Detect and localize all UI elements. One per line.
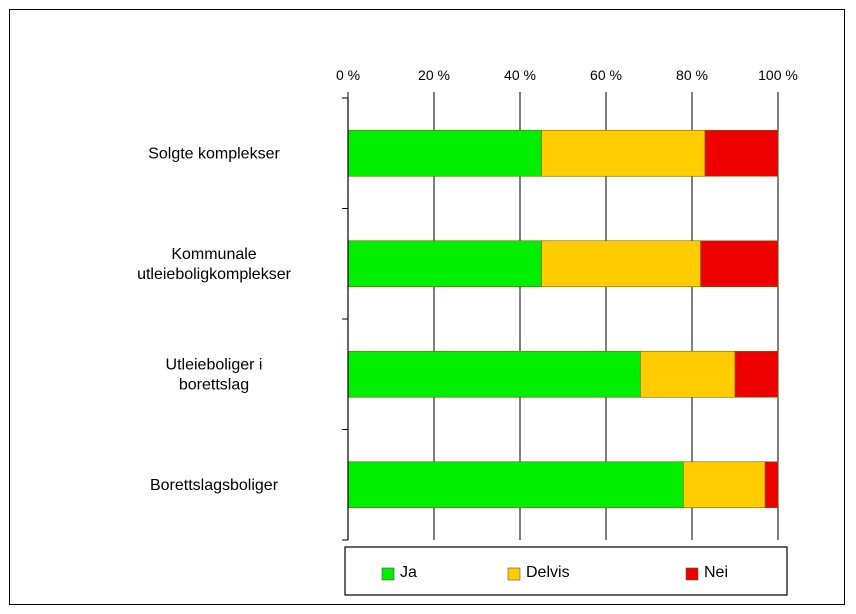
category-label: Borettslagsboliger <box>150 477 279 494</box>
legend-swatch-nei <box>685 567 699 581</box>
bar-ja-0 <box>347 129 542 177</box>
legend-label-nei: Nei <box>704 564 728 581</box>
chart-frame <box>9 9 845 605</box>
bar-delvis-0 <box>541 129 706 177</box>
bar-delvis-1 <box>541 240 701 288</box>
x-tick-label: 60 % <box>590 67 622 83</box>
bar-delvis-3 <box>683 461 766 509</box>
category-label: Kommunale <box>171 246 256 263</box>
bar-nei-3 <box>764 461 779 509</box>
bar-nei-1 <box>700 240 779 288</box>
bar-ja-1 <box>347 240 542 288</box>
x-tick-label: 20 % <box>418 67 450 83</box>
bar-ja-2 <box>347 350 641 398</box>
legend-swatch-ja <box>381 567 395 581</box>
x-tick-label: 80 % <box>676 67 708 83</box>
category-label: Utleieboliger i <box>166 356 263 373</box>
x-tick-label: 100 % <box>758 67 798 83</box>
legend-label-delvis: Delvis <box>526 564 570 581</box>
bar-ja-3 <box>347 461 684 509</box>
legend-box <box>344 546 788 596</box>
x-tick-label: 40 % <box>504 67 536 83</box>
legend-swatch-delvis <box>507 567 521 581</box>
bar-nei-2 <box>734 350 779 398</box>
category-label: Solgte komplekser <box>148 145 280 162</box>
category-label: utleieboligkomplekser <box>137 266 292 283</box>
bar-delvis-2 <box>640 350 736 398</box>
category-label: borettslag <box>179 376 249 393</box>
bar-nei-0 <box>704 129 779 177</box>
x-tick-label: 0 % <box>336 67 360 83</box>
legend-label-ja: Ja <box>400 564 417 581</box>
